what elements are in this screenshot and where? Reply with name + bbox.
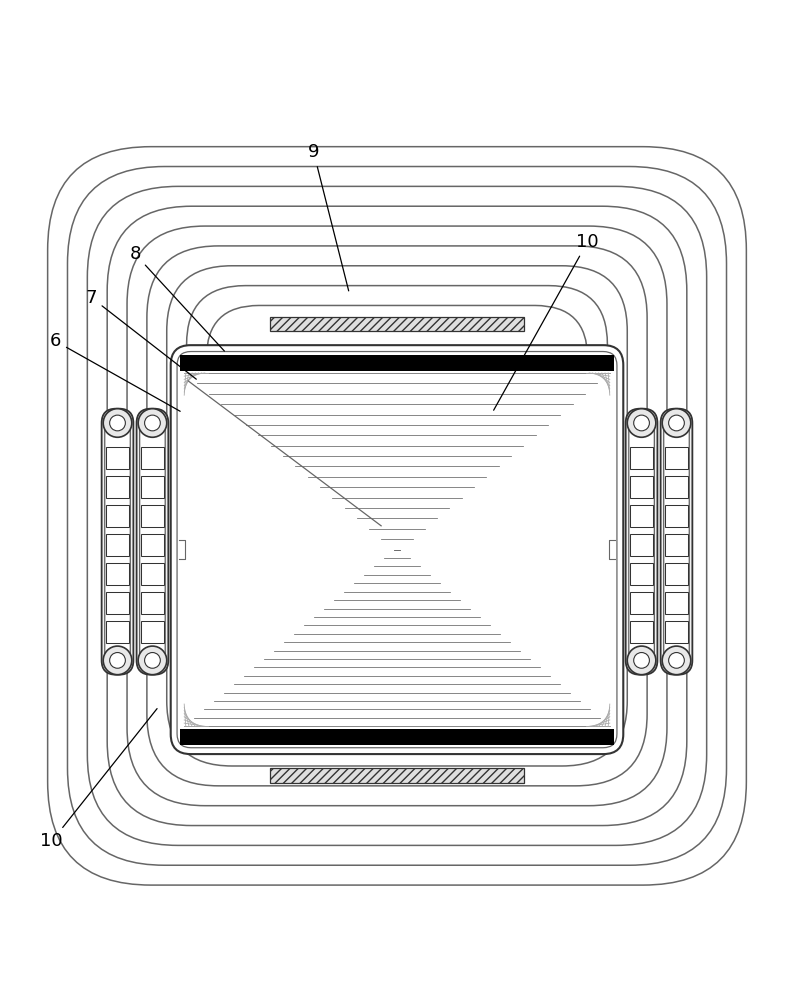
Circle shape xyxy=(110,415,125,431)
FancyBboxPatch shape xyxy=(664,412,689,672)
Circle shape xyxy=(627,646,656,675)
Bar xyxy=(106,534,129,556)
Text: 10: 10 xyxy=(494,233,599,410)
Text: 8: 8 xyxy=(129,245,225,351)
Circle shape xyxy=(669,415,684,431)
Bar xyxy=(141,476,164,498)
Circle shape xyxy=(634,653,649,668)
FancyBboxPatch shape xyxy=(105,412,130,672)
Bar xyxy=(106,563,129,585)
Text: 9: 9 xyxy=(308,143,349,291)
Bar xyxy=(180,729,614,745)
Bar xyxy=(665,447,688,469)
Bar xyxy=(180,355,614,371)
Circle shape xyxy=(669,653,684,668)
Bar xyxy=(630,592,653,614)
Text: 6: 6 xyxy=(50,332,180,411)
FancyBboxPatch shape xyxy=(171,345,623,754)
Bar xyxy=(270,317,524,331)
FancyBboxPatch shape xyxy=(102,409,133,675)
Bar xyxy=(630,563,653,585)
Bar xyxy=(106,592,129,614)
FancyBboxPatch shape xyxy=(177,352,617,748)
FancyBboxPatch shape xyxy=(626,409,657,675)
Bar xyxy=(106,447,129,469)
Bar xyxy=(106,476,129,498)
Circle shape xyxy=(634,415,649,431)
Circle shape xyxy=(138,646,167,675)
Bar xyxy=(106,505,129,527)
Bar xyxy=(630,447,653,469)
Bar xyxy=(665,563,688,585)
FancyBboxPatch shape xyxy=(140,412,165,672)
Circle shape xyxy=(145,653,160,668)
Bar xyxy=(665,592,688,614)
Circle shape xyxy=(103,409,132,437)
Text: 10: 10 xyxy=(40,709,157,850)
Bar xyxy=(141,447,164,469)
Circle shape xyxy=(138,409,167,437)
Bar xyxy=(270,768,524,783)
Bar xyxy=(106,621,129,643)
Bar xyxy=(665,505,688,527)
Circle shape xyxy=(103,646,132,675)
Bar xyxy=(630,505,653,527)
Text: 7: 7 xyxy=(86,289,196,379)
Bar xyxy=(141,592,164,614)
FancyBboxPatch shape xyxy=(629,412,654,672)
Circle shape xyxy=(662,409,691,437)
Bar xyxy=(665,534,688,556)
Bar xyxy=(630,621,653,643)
Bar xyxy=(630,534,653,556)
Bar xyxy=(665,476,688,498)
Bar xyxy=(141,621,164,643)
Bar xyxy=(141,563,164,585)
Bar xyxy=(141,534,164,556)
Circle shape xyxy=(627,409,656,437)
Circle shape xyxy=(110,653,125,668)
FancyBboxPatch shape xyxy=(137,409,168,675)
Bar xyxy=(141,505,164,527)
Circle shape xyxy=(145,415,160,431)
Bar xyxy=(630,476,653,498)
Circle shape xyxy=(662,646,691,675)
Bar xyxy=(665,621,688,643)
FancyBboxPatch shape xyxy=(661,409,692,675)
